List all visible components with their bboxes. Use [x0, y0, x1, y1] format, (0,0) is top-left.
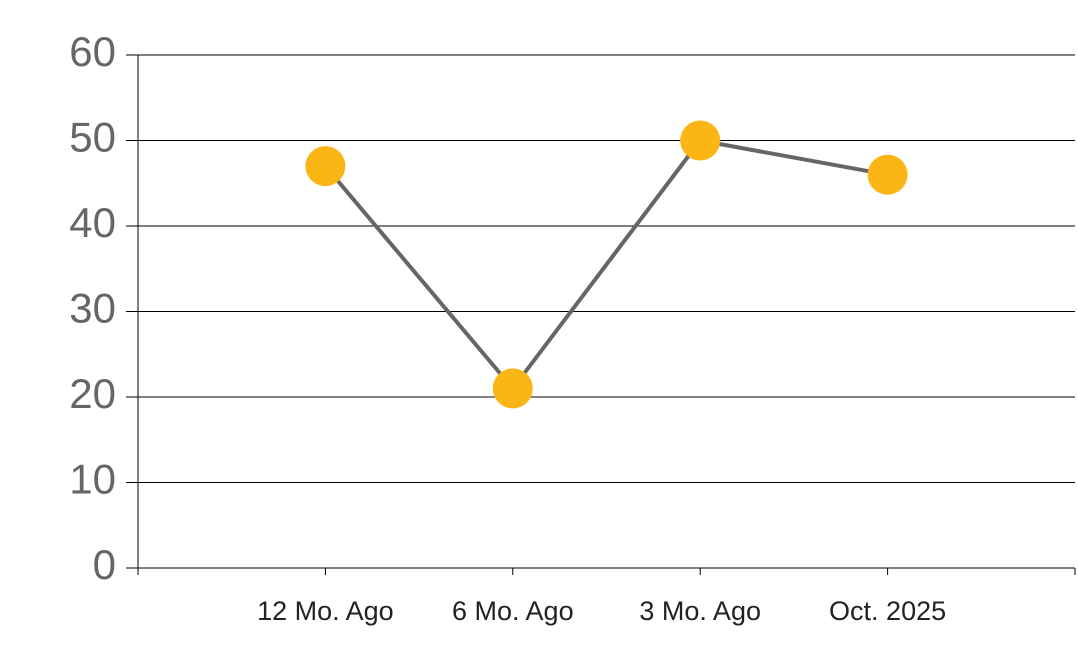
- x-tick-label: Oct. 2025: [829, 596, 946, 626]
- marker: [867, 154, 908, 195]
- y-tick-label: 60: [69, 28, 116, 75]
- x-tick-label: 3 Mo. Ago: [639, 596, 761, 626]
- y-tick-label: 50: [69, 114, 116, 161]
- y-tick-label: 0: [93, 541, 116, 588]
- y-tick-label: 30: [69, 285, 116, 332]
- marker: [305, 146, 346, 187]
- x-tick-label: 12 Mo. Ago: [257, 596, 394, 626]
- line: [323, 138, 888, 392]
- y-tick-label: 20: [69, 370, 116, 417]
- y-tick-label: 40: [69, 199, 116, 246]
- marker: [680, 120, 721, 161]
- marker: [492, 368, 533, 409]
- y-tick-label: 10: [69, 456, 116, 503]
- x-tick-label: 6 Mo. Ago: [452, 596, 574, 626]
